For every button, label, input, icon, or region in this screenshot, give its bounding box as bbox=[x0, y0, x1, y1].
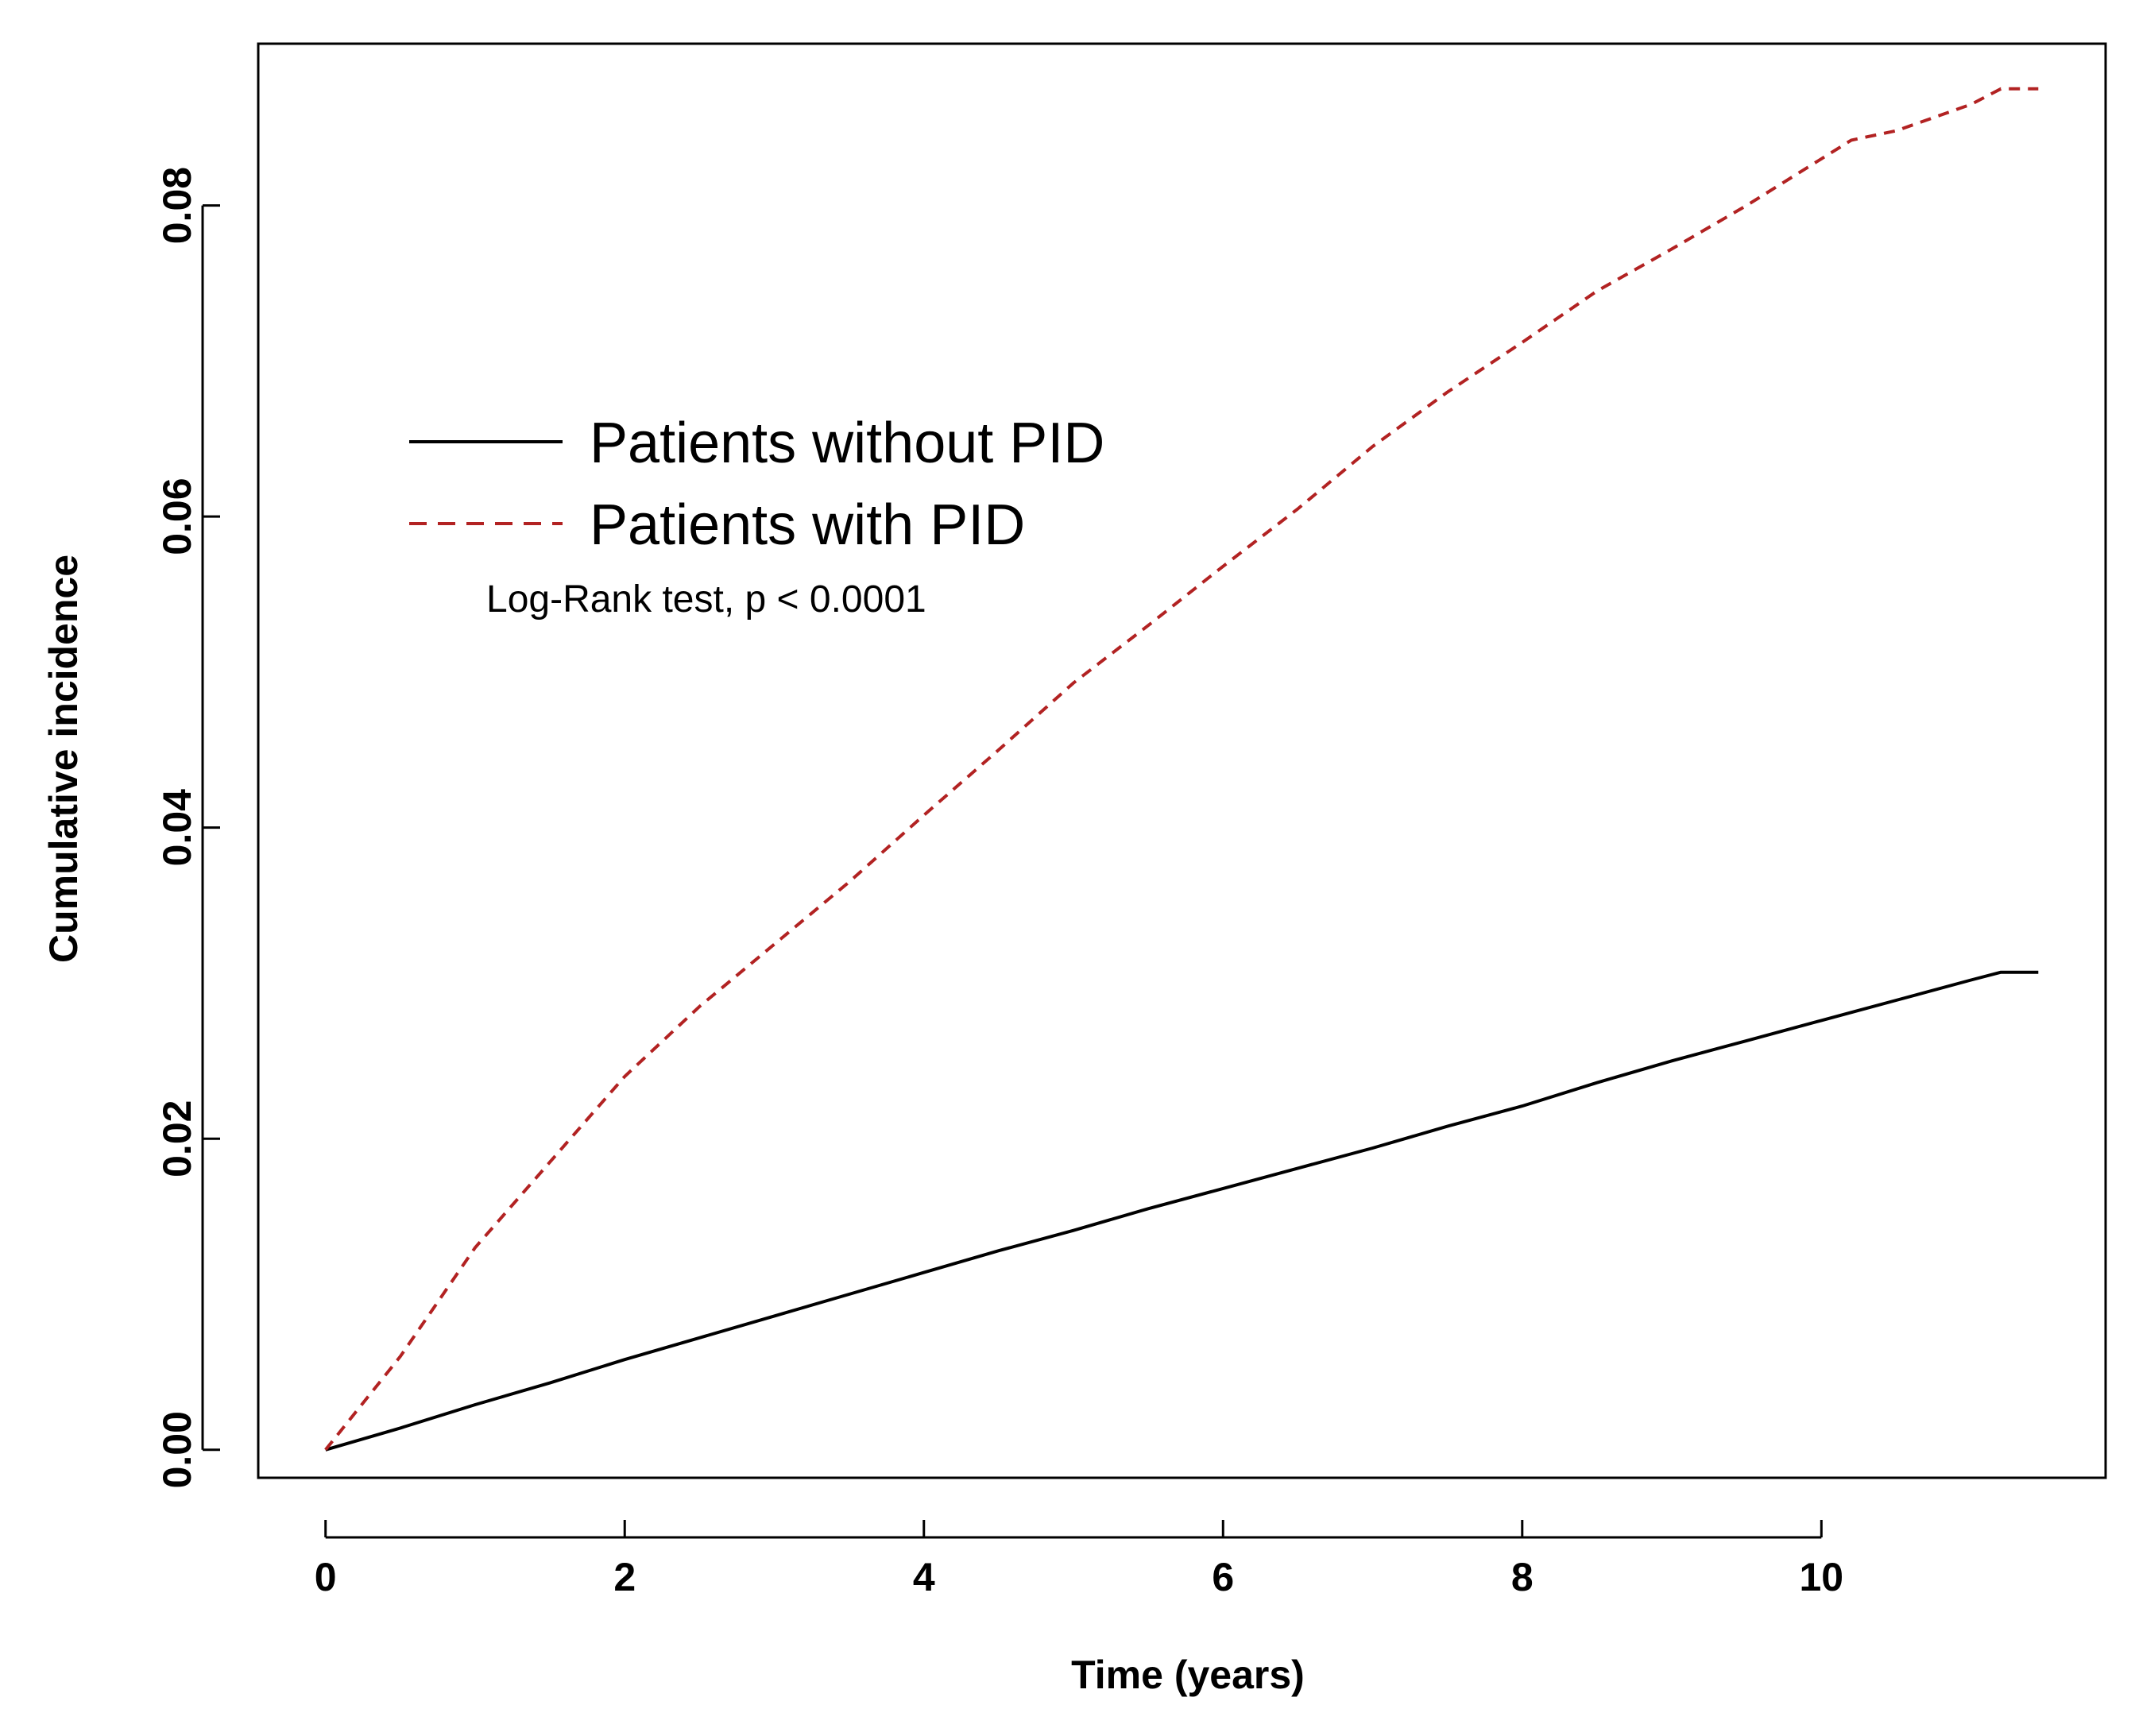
x-tick-label: 10 bbox=[1799, 1555, 1843, 1599]
y-tick-label: 0.02 bbox=[155, 1100, 199, 1177]
series-line-without-pid bbox=[325, 970, 2039, 1452]
x-tick-label: 2 bbox=[613, 1555, 636, 1599]
plot-area-frame bbox=[257, 42, 2107, 1479]
y-axis-title: Cumulative incidence bbox=[41, 555, 86, 963]
x-tick-label: 4 bbox=[913, 1555, 935, 1599]
x-tick-label: 0 bbox=[315, 1555, 337, 1599]
y-tick-label: 0.06 bbox=[155, 477, 199, 555]
x-tick-label: 8 bbox=[1511, 1555, 1534, 1599]
log-rank-annotation: Log-Rank test, p < 0.0001 bbox=[486, 578, 926, 621]
legend: Patients without PID Patients with PID bbox=[409, 412, 1104, 557]
x-tick-label: 6 bbox=[1212, 1555, 1234, 1599]
y-tick-label: 0.00 bbox=[155, 1411, 199, 1488]
legend-label-with-pid: Patients with PID bbox=[590, 493, 1025, 557]
x-axis-title: Time (years) bbox=[1071, 1653, 1305, 1697]
series-line-with-pid bbox=[324, 87, 2039, 1452]
y-tick-label: 0.04 bbox=[155, 789, 199, 867]
legend-label-without-pid: Patients without PID bbox=[590, 412, 1104, 475]
y-tick-label: 0.08 bbox=[155, 167, 199, 244]
